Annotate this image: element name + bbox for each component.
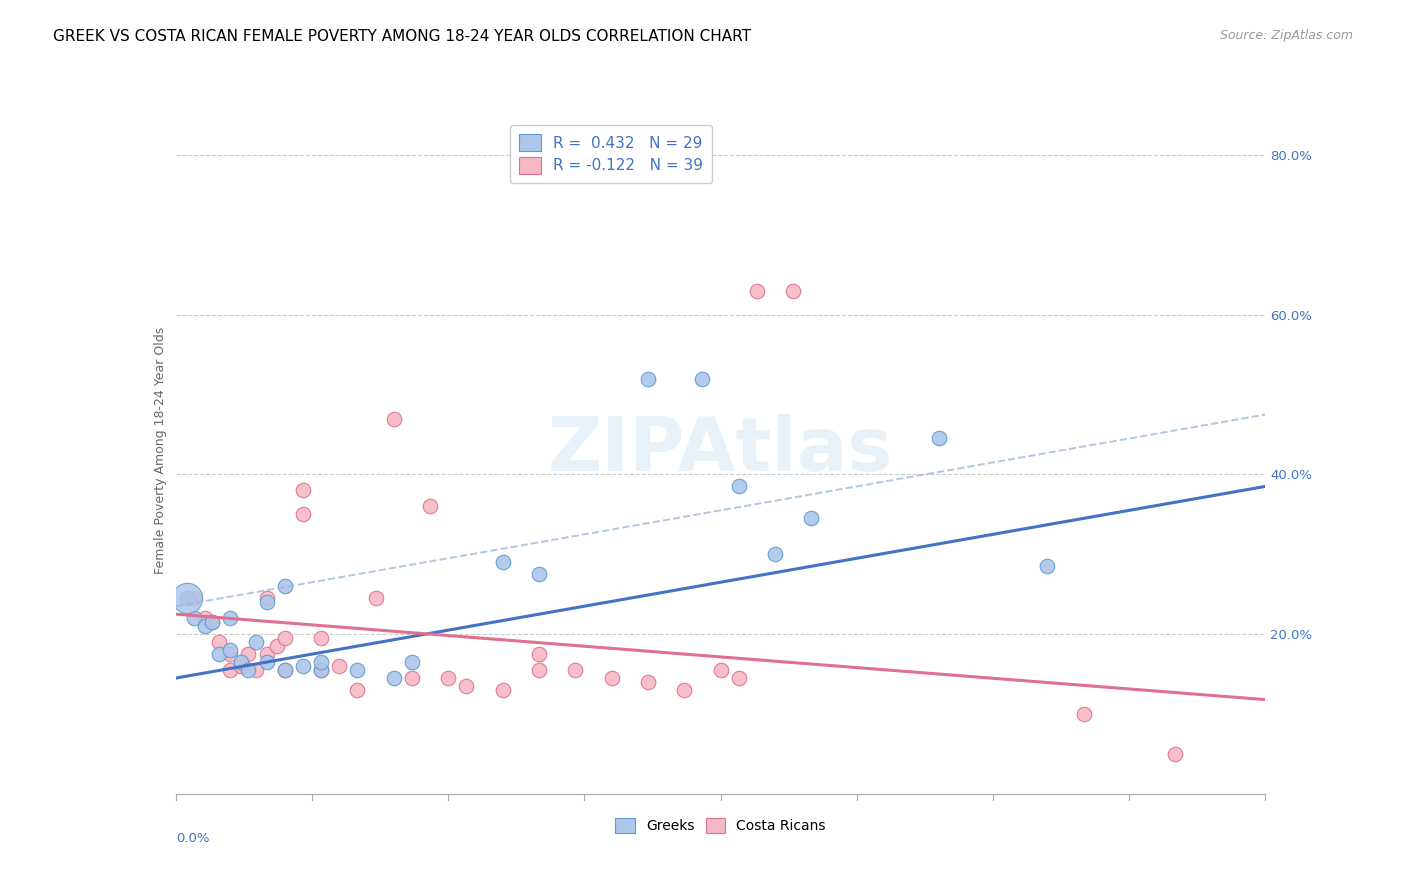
Point	[401, 655, 423, 669]
Point	[382, 671, 405, 685]
Point	[710, 663, 733, 677]
Point	[727, 479, 749, 493]
Point	[183, 611, 205, 625]
Point	[564, 663, 586, 677]
Point	[673, 683, 696, 698]
Point	[245, 663, 267, 677]
Point	[256, 595, 278, 609]
Point	[346, 683, 368, 698]
Text: 0.0%: 0.0%	[176, 831, 209, 845]
Point	[437, 671, 460, 685]
Point	[309, 663, 332, 677]
Point	[231, 655, 253, 669]
Point	[183, 591, 205, 606]
Point	[274, 579, 297, 593]
Point	[527, 663, 550, 677]
Point	[219, 663, 242, 677]
Point	[637, 675, 659, 690]
Point	[763, 547, 786, 561]
Point	[201, 615, 224, 630]
Point	[291, 659, 314, 673]
Point	[256, 591, 278, 606]
Legend: Greeks, Costa Ricans: Greeks, Costa Ricans	[610, 812, 831, 838]
Point	[1036, 559, 1059, 574]
Point	[176, 591, 198, 606]
Point	[201, 615, 224, 630]
Y-axis label: Female Poverty Among 18-24 Year Olds: Female Poverty Among 18-24 Year Olds	[155, 326, 167, 574]
Point	[309, 655, 332, 669]
Point	[1073, 706, 1095, 721]
Point	[219, 647, 242, 661]
Point	[219, 611, 242, 625]
Point	[800, 511, 823, 525]
Point	[208, 635, 231, 649]
Point	[309, 631, 332, 645]
Text: ZIPAtlas: ZIPAtlas	[548, 414, 893, 487]
Point	[727, 671, 749, 685]
Point	[692, 371, 714, 385]
Point	[309, 663, 332, 677]
Point	[382, 411, 405, 425]
Point	[256, 655, 278, 669]
Point	[291, 508, 314, 522]
Point	[266, 639, 288, 653]
Point	[274, 663, 297, 677]
Point	[274, 631, 297, 645]
Point	[231, 659, 253, 673]
Point	[364, 591, 387, 606]
Point	[527, 647, 550, 661]
Text: Source: ZipAtlas.com: Source: ZipAtlas.com	[1219, 29, 1353, 42]
Point	[637, 371, 659, 385]
Point	[291, 483, 314, 498]
Point	[238, 647, 260, 661]
Point	[328, 659, 350, 673]
Point	[238, 663, 260, 677]
Point	[401, 671, 423, 685]
Point	[419, 500, 441, 514]
Point	[928, 432, 950, 446]
Point	[782, 284, 804, 298]
Point	[492, 555, 515, 569]
Point	[176, 591, 198, 606]
Point	[745, 284, 768, 298]
Point	[194, 611, 217, 625]
Point	[492, 683, 515, 698]
Point	[219, 643, 242, 657]
Point	[208, 647, 231, 661]
Point	[194, 619, 217, 633]
Point	[1163, 747, 1185, 761]
Point	[600, 671, 623, 685]
Text: GREEK VS COSTA RICAN FEMALE POVERTY AMONG 18-24 YEAR OLDS CORRELATION CHART: GREEK VS COSTA RICAN FEMALE POVERTY AMON…	[53, 29, 751, 44]
Point	[256, 647, 278, 661]
Point	[346, 663, 368, 677]
Point	[245, 635, 267, 649]
Point	[456, 679, 478, 693]
Point	[274, 663, 297, 677]
Point	[527, 567, 550, 582]
